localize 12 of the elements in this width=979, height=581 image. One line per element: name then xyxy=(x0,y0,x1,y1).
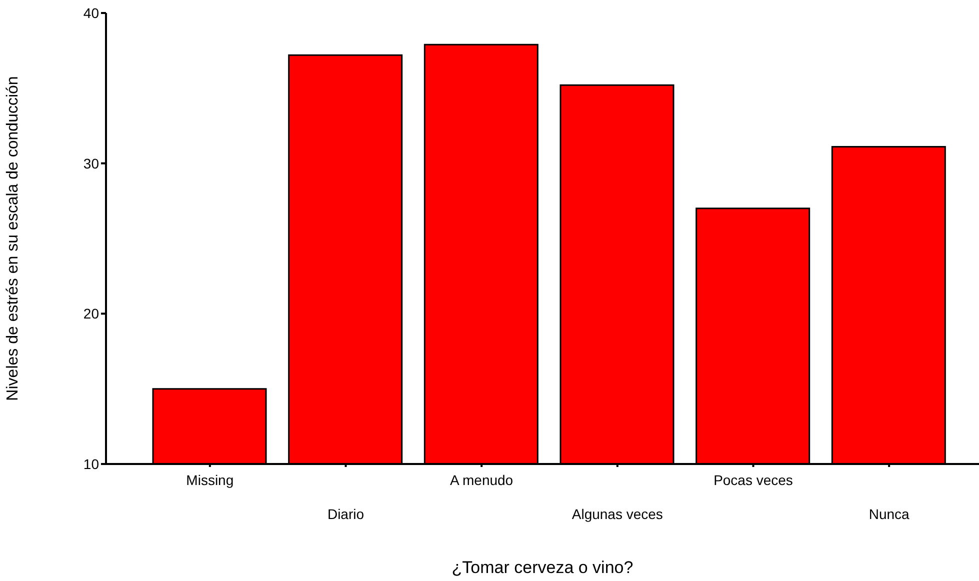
y-tick-label: 30 xyxy=(83,155,100,172)
x-tick-label: Missing xyxy=(186,472,234,488)
x-axis-title: ¿Tomar cerveza o vino? xyxy=(452,558,634,577)
x-tick-label: Diario xyxy=(327,506,364,522)
y-tick-label: 10 xyxy=(83,456,100,472)
x-tick-label: Nunca xyxy=(868,506,910,522)
y-tick-label: 40 xyxy=(83,4,100,21)
x-tick-label: Pocas veces xyxy=(714,472,793,488)
x-tick-label: A menudo xyxy=(450,472,514,488)
x-tick-label: Algunas veces xyxy=(572,506,663,522)
y-tick-label: 20 xyxy=(83,306,100,322)
y-axis-title: Niveles de estrés en su escala de conducción xyxy=(4,76,22,401)
